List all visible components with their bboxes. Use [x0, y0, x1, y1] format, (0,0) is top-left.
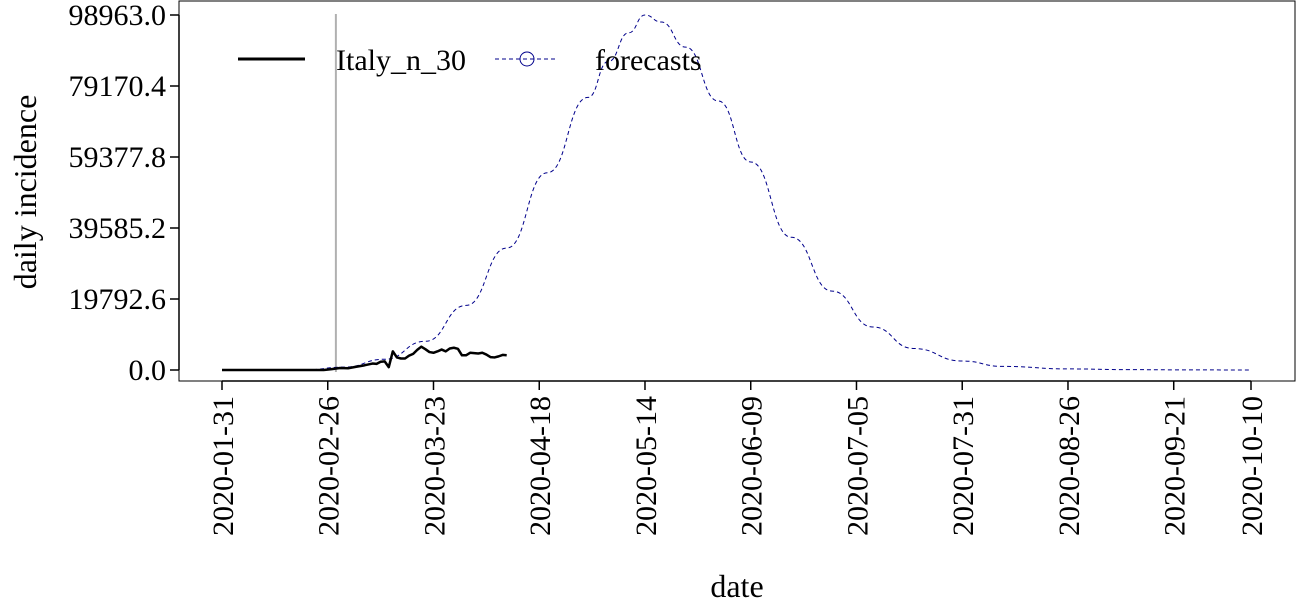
y-axis-ticks: 0.0 19792.6 39585.2 59377.8 79170.4 98963.0	[69, 0, 179, 387]
y-tick-label: 39585.2	[69, 212, 167, 245]
y-tick-label: 19792.6	[69, 283, 167, 316]
legend-label-italy: Italy_n_30	[336, 44, 466, 77]
series-layer	[221, 14, 1252, 372]
x-tick-label: 2020-07-31	[947, 396, 980, 536]
y-tick-label: 79170.4	[69, 70, 167, 103]
x-tick-label: 2020-07-05	[841, 396, 874, 536]
y-tick-label: 98963.0	[69, 0, 167, 32]
y-axis-title: daily incidence	[7, 95, 43, 290]
x-tick-label: 2020-01-31	[207, 396, 240, 536]
x-tick-label: 2020-02-26	[313, 396, 346, 536]
x-tick-label: 2020-06-09	[736, 396, 769, 536]
x-tick-label: 2020-09-21	[1159, 396, 1192, 536]
legend-marker-forecasts	[519, 51, 535, 67]
x-axis-title: date	[710, 568, 763, 600]
y-tick-label: 0.0	[129, 354, 167, 387]
x-tick-label: 2020-03-23	[418, 396, 451, 536]
x-tick-label: 2020-05-14	[630, 396, 663, 536]
y-tick-label: 59377.8	[69, 141, 167, 174]
x-tick-label: 2020-10-10	[1236, 396, 1269, 536]
legend-label-forecasts: forecasts	[595, 44, 702, 77]
legend: Italy_n_30 forecasts	[238, 44, 702, 77]
x-axis-ticks: 2020-01-31 2020-02-26 2020-03-23 2020-04-18…	[207, 381, 1269, 536]
series-line-italy	[222, 345, 507, 372]
x-tick-label: 2020-08-26	[1053, 396, 1086, 536]
x-tick-label: 2020-04-18	[524, 396, 557, 536]
series-line-forecasts	[221, 14, 1252, 371]
